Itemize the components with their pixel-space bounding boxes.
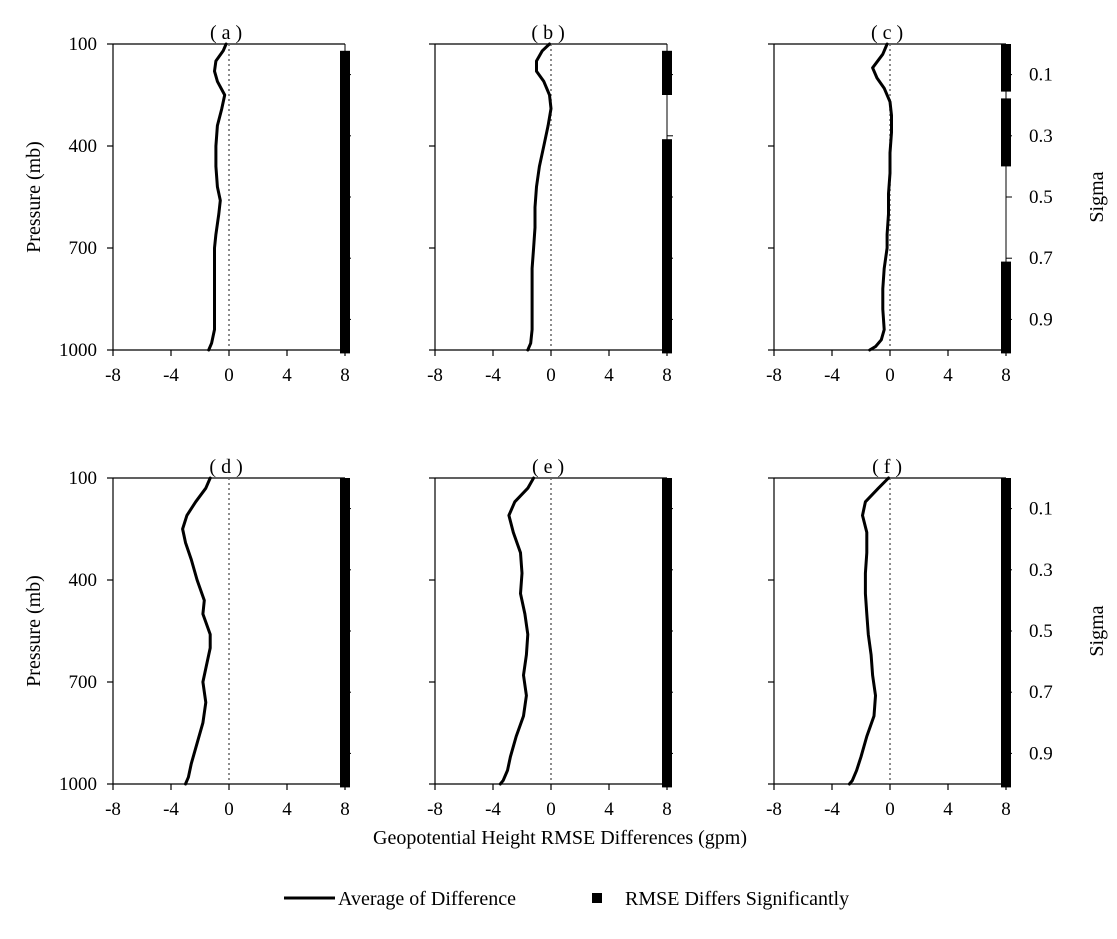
x-tick-label: 8 <box>662 365 672 386</box>
x-tick-label: -8 <box>766 799 782 820</box>
sigma-tick-label: 0.3 <box>1029 560 1053 581</box>
y-tick-label: 700 <box>69 238 98 259</box>
x-tick-label: 0 <box>885 365 895 386</box>
x-tick-label: -4 <box>485 799 501 820</box>
significance-marker-bar <box>1001 261 1011 354</box>
x-tick-label: 8 <box>340 365 350 386</box>
panel-b: -8 -4 0 4 8 ( b ) <box>427 22 673 386</box>
panel-label: ( e ) <box>532 456 564 478</box>
legend: Average of Difference RMSE Differs Signi… <box>284 888 849 910</box>
x-tick-label: 8 <box>662 799 672 820</box>
y-tick-label: 100 <box>69 34 98 55</box>
panel-label: ( a ) <box>210 22 242 44</box>
legend-label-significance: RMSE Differs Significantly <box>625 888 849 910</box>
sigma-tick-label: 0.5 <box>1029 621 1053 642</box>
panel-d: -8 -4 0 4 8 100 400 700 1000 ( d ) <box>59 456 351 820</box>
sigma-tick-label: 0.3 <box>1029 126 1053 147</box>
significance-marker-bar <box>1001 478 1011 788</box>
sigma-tick-label: 0.7 <box>1029 248 1053 269</box>
significance-marker-bar <box>340 478 350 788</box>
x-tick-label: 0 <box>546 799 556 820</box>
panel-a: -8 -4 0 4 8 100 400 700 1000 ( a ) <box>59 22 351 386</box>
sigma-tick-label: 0.5 <box>1029 187 1053 208</box>
significance-marker-bar <box>1001 98 1011 167</box>
x-tick-label: -4 <box>824 365 840 386</box>
y-axis-title-bottom: Pressure (mb) <box>23 575 45 687</box>
panel-f: -8 -4 0 4 8 0.1 0.3 0.5 0.7 0.9 ( f ) <box>766 456 1053 820</box>
sigma-tick-label: 0.9 <box>1029 309 1053 330</box>
x-tick-label: -8 <box>427 799 443 820</box>
sigma-tick-label: 0.9 <box>1029 743 1053 764</box>
sigma-axis-title-top: Sigma <box>1086 171 1108 222</box>
x-tick-label: 0 <box>224 799 234 820</box>
x-tick-label: -4 <box>163 799 179 820</box>
x-tick-label: 4 <box>282 799 292 820</box>
sigma-tick-label: 0.7 <box>1029 682 1053 703</box>
average-difference-line <box>847 476 890 786</box>
x-tick-label: -4 <box>163 365 179 386</box>
average-difference-line <box>207 42 228 352</box>
y-tick-label: 100 <box>69 468 98 489</box>
significance-marker-bar <box>1001 44 1011 92</box>
x-tick-label: 4 <box>282 365 292 386</box>
significance-marker-bar <box>662 478 672 788</box>
y-tick-label: 700 <box>69 672 98 693</box>
x-axis-title: Geopotential Height RMSE Differences (gp… <box>373 827 747 849</box>
x-tick-label: 4 <box>943 799 953 820</box>
y-tick-label: 1000 <box>59 340 97 361</box>
sigma-tick-label: 0.1 <box>1029 65 1053 86</box>
x-tick-label: 4 <box>604 365 614 386</box>
y-axis-title-top: Pressure (mb) <box>23 141 45 253</box>
average-difference-line <box>498 476 536 786</box>
panel-label: ( d ) <box>209 456 242 478</box>
x-tick-label: 8 <box>1001 799 1011 820</box>
x-tick-label: 0 <box>885 799 895 820</box>
x-tick-label: 0 <box>224 365 234 386</box>
panel-e: -8 -4 0 4 8 ( e ) <box>427 456 673 820</box>
panel-label: ( f ) <box>872 456 902 478</box>
average-difference-line <box>868 42 893 352</box>
x-tick-label: 4 <box>604 799 614 820</box>
average-difference-line <box>526 42 553 352</box>
x-tick-label: -8 <box>766 365 782 386</box>
panel-c: -8 -4 0 4 8 0.1 0.3 0.5 0.7 0.9 ( c ) <box>766 22 1053 386</box>
significance-marker-bar <box>662 139 672 354</box>
average-difference-line <box>181 476 212 786</box>
x-tick-label: -8 <box>105 799 121 820</box>
legend-label-average: Average of Difference <box>338 888 516 910</box>
y-tick-label: 400 <box>69 136 98 157</box>
legend-square-marker <box>592 893 602 903</box>
significance-marker-bar <box>662 50 672 95</box>
x-tick-label: -4 <box>824 799 840 820</box>
x-tick-label: 4 <box>943 365 953 386</box>
x-tick-label: -8 <box>427 365 443 386</box>
sigma-tick-label: 0.1 <box>1029 499 1053 520</box>
x-tick-label: -8 <box>105 365 121 386</box>
panel-label: ( b ) <box>531 22 564 44</box>
y-tick-label: 1000 <box>59 774 97 795</box>
x-tick-label: 0 <box>546 365 556 386</box>
significance-marker-bar <box>340 50 350 354</box>
x-tick-label: -4 <box>485 365 501 386</box>
x-tick-label: 8 <box>1001 365 1011 386</box>
y-tick-label: 400 <box>69 570 98 591</box>
panel-label: ( c ) <box>871 22 903 44</box>
x-tick-label: 8 <box>340 799 350 820</box>
sigma-axis-title-bottom: Sigma <box>1086 605 1108 656</box>
